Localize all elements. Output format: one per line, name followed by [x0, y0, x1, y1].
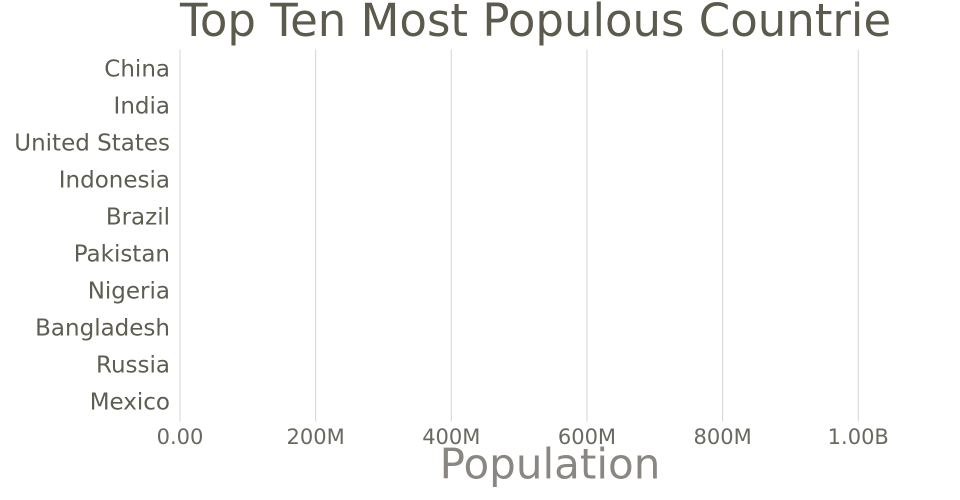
x-tick-label: 1.00B: [828, 425, 889, 449]
x-tick-label: 200M: [287, 425, 345, 449]
y-tick-label: Pakistan: [74, 242, 170, 268]
x-tick-label: 0.00: [157, 425, 204, 449]
y-tick-label: China: [104, 57, 170, 83]
x-tick-label: 600M: [558, 425, 616, 449]
y-tick-label: India: [114, 94, 170, 120]
y-tick-label: Indonesia: [59, 168, 170, 194]
y-tick-label: Mexico: [90, 390, 170, 416]
y-tick-label: Brazil: [106, 205, 170, 231]
x-axis-label: Population: [440, 440, 661, 489]
y-tick-label: United States: [14, 131, 170, 157]
x-tick-label: 800M: [694, 425, 752, 449]
y-tick-label: Nigeria: [88, 279, 170, 305]
y-tick-label: Russia: [96, 353, 170, 379]
x-tick-label: 400M: [422, 425, 480, 449]
chart-title: Top Ten Most Populous Countrie: [179, 0, 891, 47]
y-tick-label: Bangladesh: [35, 316, 170, 342]
